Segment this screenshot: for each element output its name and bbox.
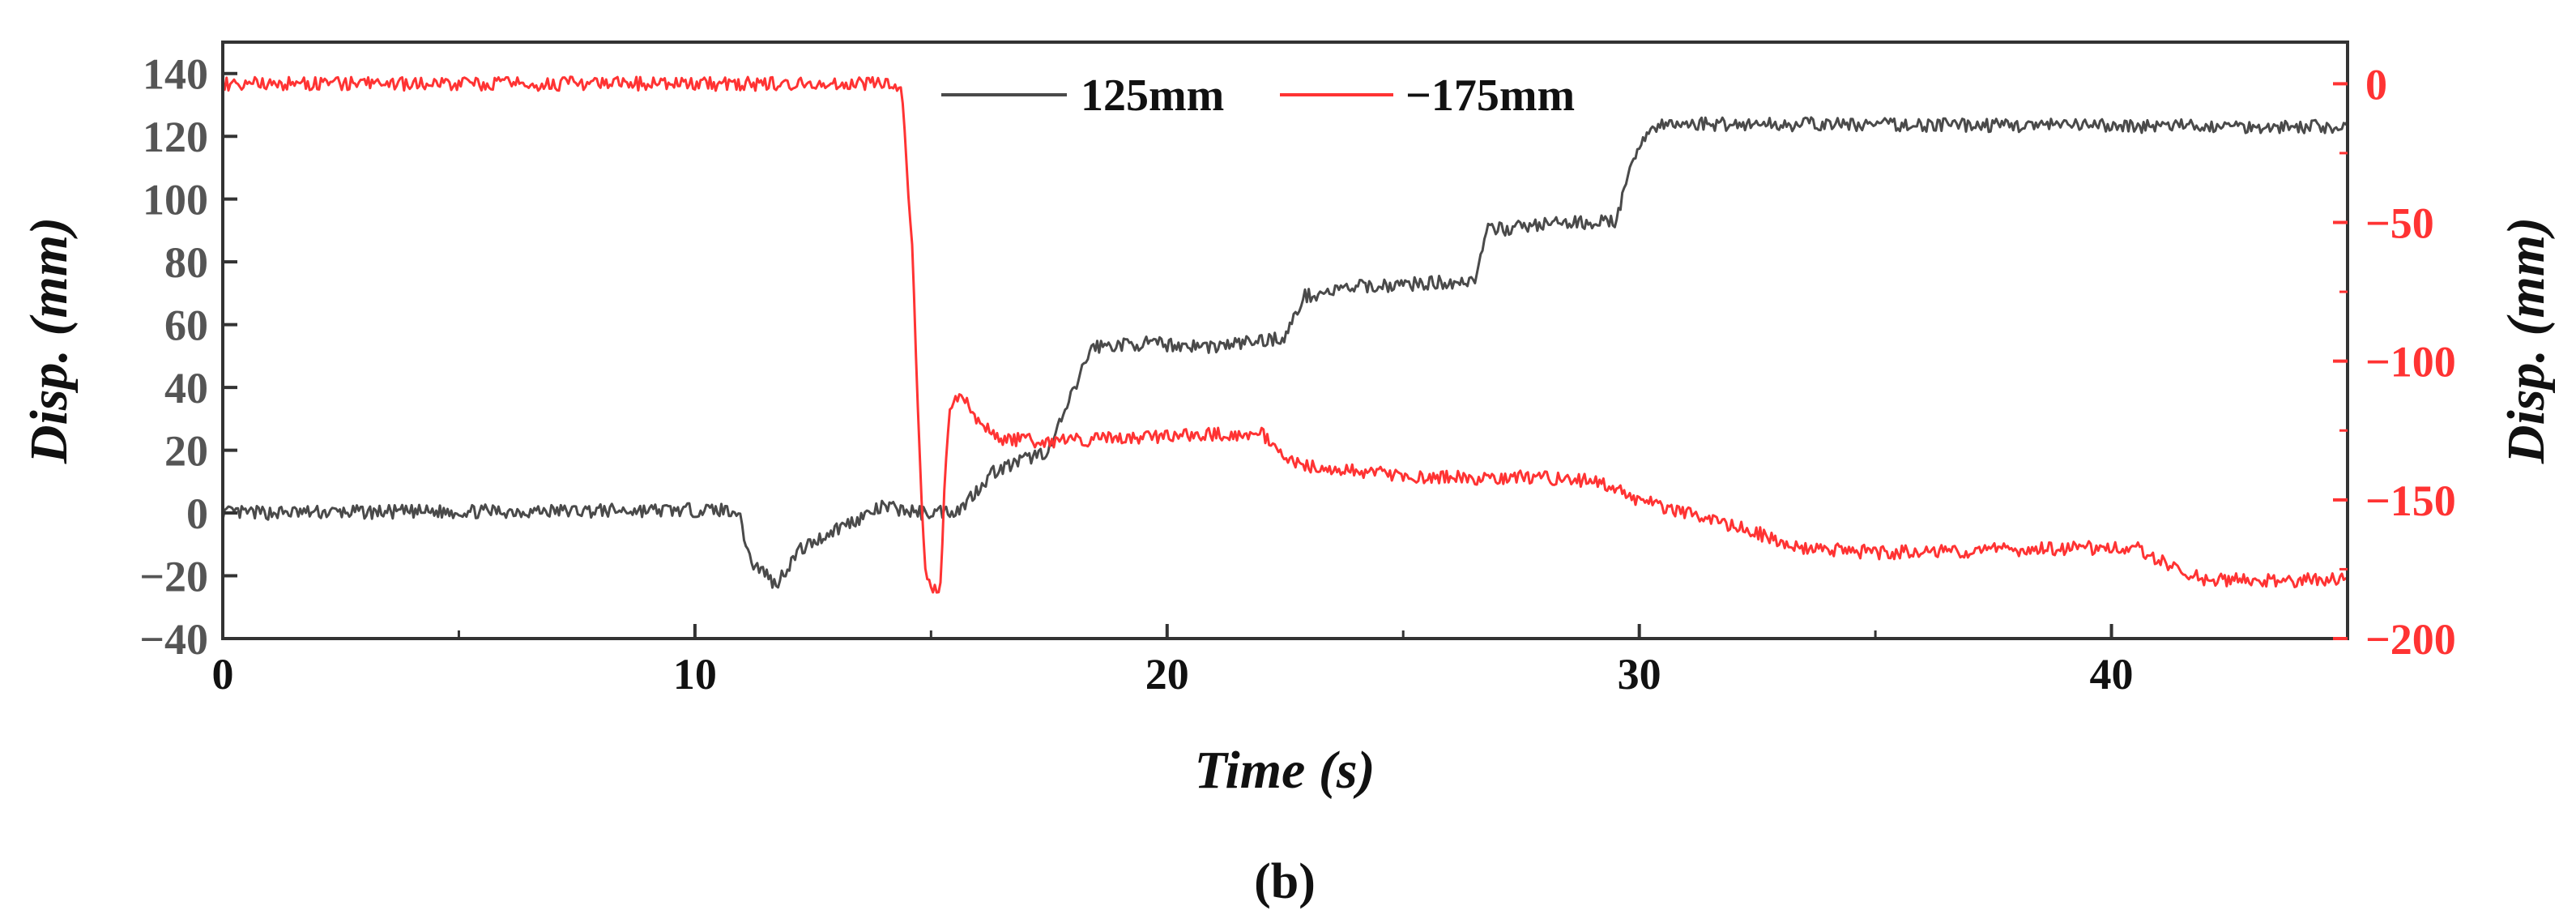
left-tick-label: 140 — [143, 50, 208, 99]
left-tick-label: 20 — [164, 427, 208, 476]
legend-label-series2: −175mm — [1405, 71, 1575, 121]
x-tick-label: 20 — [1145, 650, 1189, 699]
left-tick-label: 80 — [164, 238, 208, 287]
x-tick-label: 40 — [2090, 650, 2134, 699]
legend: 125mm −175mm — [941, 71, 1575, 121]
x-axis-title: Time (s) — [1195, 741, 1375, 800]
series-line-2 — [221, 75, 2348, 594]
right-tick-label: −50 — [2365, 199, 2434, 248]
left-tick-label: 120 — [143, 113, 208, 161]
axis-ticks: 0 10 20 30 40−40−20020406080100120140−200−15… — [139, 50, 2456, 699]
right-axis-title: Disp. (mm) — [2497, 217, 2556, 464]
left-tick-label: 0 — [186, 489, 208, 538]
right-tick-label: −100 — [2365, 338, 2456, 387]
x-tick-label: 30 — [1618, 650, 1661, 699]
plot-area — [221, 75, 2349, 594]
left-tick-label: −20 — [139, 553, 208, 601]
figure-caption: (b) — [1254, 854, 1316, 909]
right-tick-label: 0 — [2365, 60, 2387, 109]
left-tick-label: 40 — [164, 364, 208, 412]
plot-frame — [221, 41, 2349, 640]
legend-label-series1: 125mm — [1081, 71, 1224, 121]
left-tick-label: 100 — [143, 176, 208, 224]
left-tick-label: 60 — [164, 301, 208, 350]
left-tick-label: −40 — [139, 615, 208, 664]
x-tick-label: 0 — [212, 650, 234, 699]
right-tick-label: −150 — [2365, 476, 2456, 525]
right-tick-label: −200 — [2365, 615, 2456, 664]
left-axis-title: Disp. (mm) — [19, 217, 79, 464]
series-line-1 — [221, 116, 2349, 589]
x-tick-label: 10 — [673, 650, 717, 699]
